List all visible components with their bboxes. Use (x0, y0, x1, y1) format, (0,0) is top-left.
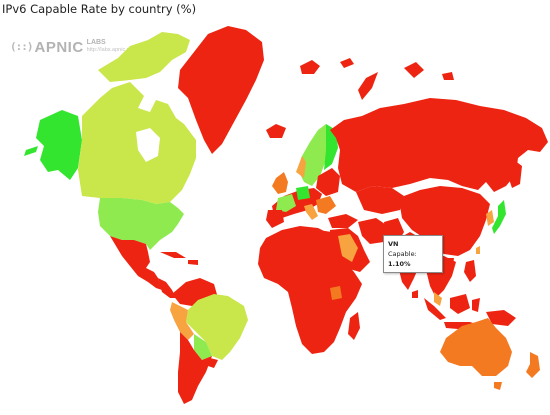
region-cuba[interactable] (160, 252, 186, 258)
region-italy[interactable] (304, 204, 318, 220)
region-korea[interactable] (486, 210, 494, 226)
region-saudi-arabia[interactable] (338, 234, 358, 262)
region-japan[interactable] (492, 200, 506, 234)
region-eastern-europe[interactable] (316, 168, 340, 196)
region-scandinavia[interactable] (298, 124, 330, 186)
region-australia[interactable] (440, 318, 512, 376)
region-france[interactable] (276, 194, 296, 212)
region-indonesia-borneo[interactable] (450, 294, 470, 314)
region-balkans[interactable] (316, 196, 336, 214)
region-central-america[interactable] (158, 278, 176, 298)
region-franz-josef[interactable] (340, 58, 354, 68)
region-uk-ireland[interactable] (272, 172, 288, 194)
region-brazil[interactable] (186, 294, 248, 360)
tooltip-capable-row: Capable: 1.10% (388, 249, 438, 269)
region-svalbard[interactable] (300, 60, 320, 74)
region-taiwan[interactable] (476, 246, 480, 254)
region-indonesia-sumatra[interactable] (424, 298, 446, 320)
apnic-logo-mark: (::) (10, 40, 33, 53)
region-severnaya-zemlya[interactable] (404, 62, 424, 78)
region-iran[interactable] (358, 218, 388, 244)
region-papua-new-guinea[interactable] (486, 310, 516, 326)
country-tooltip: VN Capable: 1.10% (383, 235, 443, 273)
region-iceland[interactable] (266, 124, 286, 138)
region-mexico[interactable] (110, 236, 162, 290)
apnic-logo-url: http://labs.apnic.net (86, 47, 135, 53)
region-kazakhstan[interactable] (356, 186, 404, 214)
map-title: IPv6 Capable Rate by country (%) (2, 2, 197, 16)
region-united-states[interactable] (98, 198, 184, 250)
region-russia[interactable] (330, 98, 548, 192)
region-germany[interactable] (296, 186, 310, 200)
region-china-mongolia[interactable] (400, 186, 490, 256)
region-peru[interactable] (170, 302, 194, 340)
region-kenya[interactable] (330, 286, 342, 300)
region-hispaniola[interactable] (188, 260, 198, 265)
region-new-siberian[interactable] (442, 72, 454, 80)
region-malaysia[interactable] (434, 292, 442, 306)
tooltip-capable-label: Capable: (388, 250, 417, 258)
region-alaska[interactable] (36, 110, 82, 180)
region-greenland[interactable] (178, 26, 264, 154)
region-turkey[interactable] (328, 214, 358, 228)
region-canada-arctic-islands[interactable] (98, 32, 190, 82)
region-iberia[interactable] (266, 210, 284, 228)
region-sulawesi[interactable] (472, 298, 480, 312)
region-canada[interactable] (78, 82, 196, 204)
region-sri-lanka[interactable] (412, 290, 418, 298)
tooltip-country-code: VN (388, 240, 399, 248)
region-egypt[interactable] (318, 230, 334, 246)
apnic-logo-name: APNIC (34, 39, 84, 56)
region-hudson-bay (136, 128, 160, 162)
region-africa[interactable] (258, 226, 362, 354)
region-novaya-zemlya[interactable] (358, 72, 378, 100)
region-kamchatka[interactable] (508, 160, 522, 188)
region-tasmania[interactable] (494, 382, 502, 390)
region-bolivia-paraguay[interactable] (194, 334, 212, 360)
apnic-logo-labs: LABS (86, 39, 106, 46)
apnic-labs-logo: (::) APNIC LABS http://labs.apnic.net (10, 39, 134, 56)
region-norway-coast[interactable] (296, 156, 306, 178)
region-argentina-chile[interactable] (178, 332, 212, 404)
region-vietnam[interactable] (442, 258, 454, 286)
region-aleutians (24, 146, 38, 156)
region-madagascar[interactable] (348, 312, 360, 340)
region-caspian-sea (352, 198, 360, 216)
tooltip-capable-value: 1.10% (388, 260, 411, 268)
region-uruguay[interactable] (208, 358, 218, 368)
region-philippines[interactable] (464, 260, 476, 282)
region-new-zealand[interactable] (526, 352, 540, 378)
